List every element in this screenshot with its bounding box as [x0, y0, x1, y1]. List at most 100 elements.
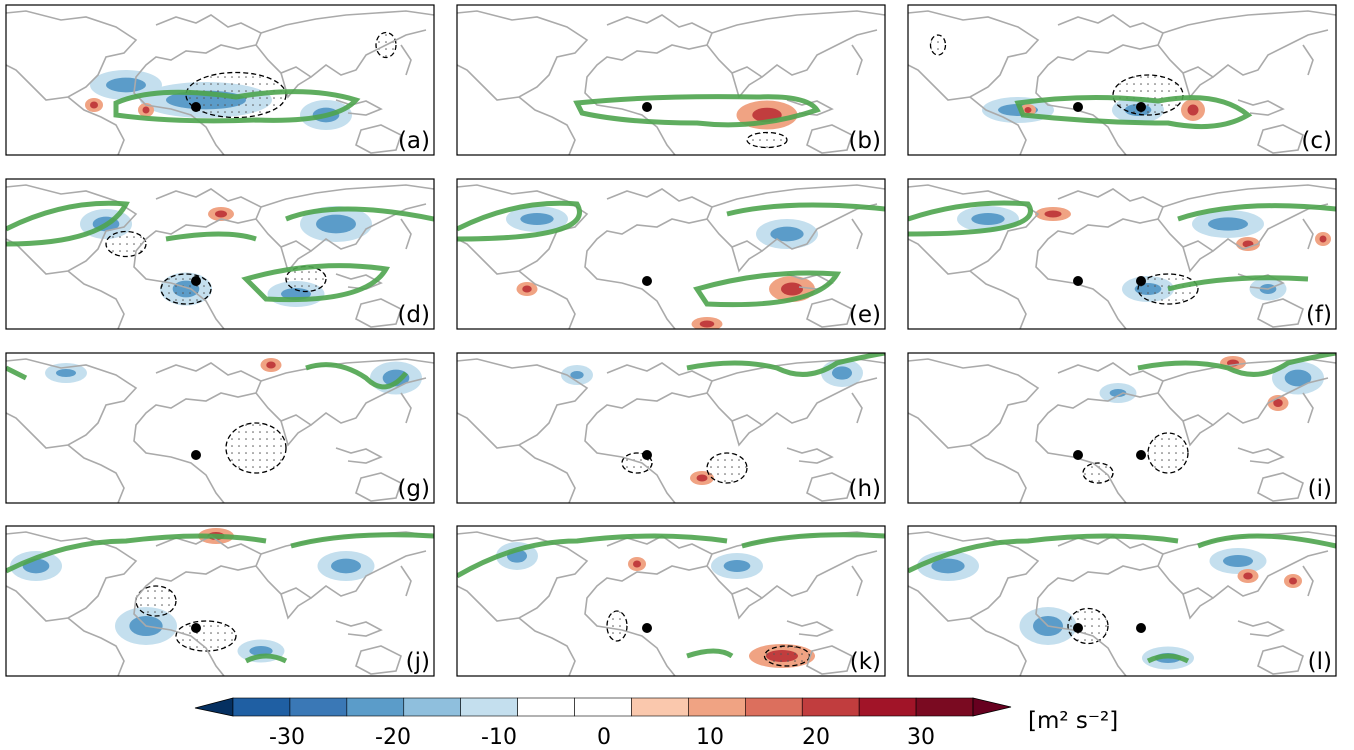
significance-stippling [1082, 462, 1114, 484]
map-panel-4: (d) [5, 178, 435, 330]
map-panel-3: (c) [907, 4, 1337, 156]
colorbar-segment [858, 697, 917, 717]
colorbar-segment [517, 697, 575, 717]
map-panel-2: (b) [456, 4, 886, 156]
panel-frame [456, 352, 886, 504]
colorbar-ticks: -30 -20 -10 0 10 20 30 [269, 725, 935, 750]
panel-label: (d) [397, 302, 430, 328]
panel-label: (c) [1301, 128, 1332, 154]
jet-contour [457, 200, 885, 308]
jet-contour [686, 353, 885, 377]
jet-contour [113, 89, 361, 124]
positive-anomaly-core [1243, 572, 1253, 580]
reference-point-marker [191, 623, 201, 633]
significance-stippling [105, 230, 147, 258]
reference-point-marker [1073, 276, 1083, 286]
reference-point-marker [191, 450, 201, 460]
positive-anomaly-core [90, 101, 98, 109]
negative-anomaly-core [832, 366, 852, 380]
reference-point-marker [1073, 102, 1083, 112]
colorbar-segment [346, 697, 405, 717]
colorbar-segment [403, 697, 461, 717]
colorbar-tick-label: 0 [597, 725, 611, 750]
panel-label: (l) [1308, 649, 1332, 675]
significance-stippling [225, 422, 287, 474]
colorbar-tick-label: 20 [802, 725, 830, 750]
negative-anomaly-core [1109, 389, 1127, 397]
positive-anomaly-core [1289, 577, 1297, 585]
jet-contour [573, 94, 821, 128]
colorbar-segment [915, 697, 974, 717]
positive-anomaly-core [522, 285, 532, 293]
colorbar-segments [232, 697, 974, 717]
colorbar-segment [232, 697, 291, 717]
panel-frame [5, 352, 435, 504]
positive-anomaly-core [215, 210, 227, 218]
panel-frame [456, 525, 886, 677]
significance-stippling [706, 452, 748, 484]
negative-anomaly-core [1208, 217, 1248, 231]
panel-frame [907, 4, 1337, 156]
positive-anomaly-core [142, 106, 150, 114]
panel-frame [907, 352, 1337, 504]
panel-label: (f) [1306, 302, 1332, 328]
panel-frame [5, 4, 435, 156]
map-panel-8: (h) [456, 352, 886, 504]
panel-frame [456, 4, 886, 156]
negative-anomaly-core [971, 213, 1005, 225]
negative-anomaly-core [106, 77, 146, 93]
reference-point-marker [1136, 623, 1146, 633]
panel-label: (j) [406, 649, 430, 675]
panel-frame [5, 178, 435, 330]
panel-frame [907, 178, 1337, 330]
reference-point-marker [1136, 276, 1146, 286]
reference-point-marker [191, 276, 201, 286]
reference-point-marker [642, 450, 652, 460]
reference-point-marker [191, 102, 201, 112]
panel-label: (i) [1308, 476, 1332, 502]
significance-stippling [606, 610, 628, 642]
reference-point-marker [642, 102, 652, 112]
colorbar-segment [574, 697, 632, 717]
positive-anomaly-core [1044, 210, 1062, 218]
positive-anomaly-core [1024, 107, 1032, 113]
significance-stippling [746, 131, 788, 149]
significance-stippling [175, 620, 237, 652]
panel-label: (k) [850, 649, 881, 675]
significance-stippling [1147, 432, 1189, 474]
panel-label: (a) [398, 128, 430, 154]
reference-point-marker [642, 276, 652, 286]
jet-contour [908, 533, 1336, 664]
negative-anomaly-core [520, 213, 554, 225]
negative-anomaly-core [56, 369, 76, 377]
jet-contour [6, 200, 434, 303]
colorbar-tick-label: 10 [696, 725, 724, 750]
colorbar-segment [801, 697, 860, 717]
positive-anomaly-core [696, 474, 708, 482]
jet-contour [908, 200, 1336, 292]
significance-stippling [1112, 74, 1184, 116]
panel-grid: (a) (b) (c) (d) (e) (f) (g) (h) (i) (j) (k) (l) [5, 4, 1337, 677]
colorbar-extend-high [972, 697, 1012, 717]
map-panel-7: (g) [5, 352, 435, 504]
reference-point-marker [1073, 623, 1083, 633]
colorbar-segment [631, 697, 689, 717]
panel-frame [456, 178, 886, 330]
colorbar-segment [460, 697, 518, 717]
colorbar-tick-label: -30 [269, 725, 305, 750]
reference-point-marker [642, 623, 652, 633]
colorbar-tick-label: -10 [481, 725, 517, 750]
reference-point-marker [1136, 102, 1146, 112]
colorbar-segment [289, 697, 348, 717]
positive-anomaly-core [633, 560, 641, 568]
colorbar-extend-low [194, 697, 234, 717]
reference-point-marker [1136, 450, 1146, 460]
negative-anomaly-core [770, 226, 804, 242]
positive-anomaly-core [266, 361, 276, 369]
negative-anomaly-core [931, 558, 965, 574]
map-panel-12: (l) [907, 525, 1337, 677]
coastline [908, 358, 1336, 503]
positive-anomaly-core [781, 282, 803, 296]
negative-anomaly-core [1284, 369, 1312, 387]
significance-stippling [285, 265, 327, 293]
